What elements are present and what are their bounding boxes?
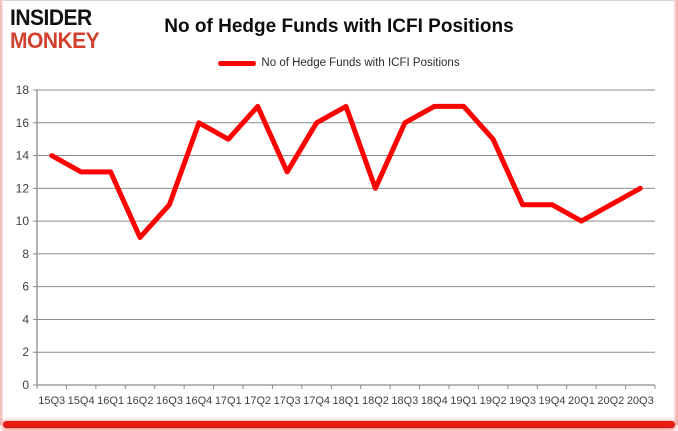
svg-text:19Q1: 19Q1 [450, 395, 477, 407]
svg-text:17Q1: 17Q1 [215, 395, 242, 407]
chart-title: No of Hedge Funds with ICFI Positions [164, 16, 514, 37]
svg-text:20Q1: 20Q1 [568, 395, 595, 407]
svg-text:17Q4: 17Q4 [303, 395, 330, 407]
logo-text-monkey: MONKEY [10, 29, 100, 54]
svg-text:15Q4: 15Q4 [68, 395, 95, 407]
logo-text-insider: INSIDER [10, 5, 92, 31]
bottom-red-glow-bar [3, 421, 675, 428]
svg-text:6: 6 [22, 280, 29, 294]
gridlines [37, 89, 655, 353]
svg-text:18Q2: 18Q2 [362, 395, 389, 407]
svg-text:18Q3: 18Q3 [391, 395, 418, 407]
svg-text:12: 12 [16, 181, 30, 195]
svg-text:16: 16 [16, 116, 30, 130]
legend-label: No of Hedge Funds with ICFI Positions [261, 57, 460, 69]
svg-text:18Q4: 18Q4 [421, 395, 448, 407]
svg-text:8: 8 [22, 247, 29, 261]
svg-text:2: 2 [22, 345, 29, 359]
axes [33, 89, 656, 389]
svg-text:19Q4: 19Q4 [539, 395, 566, 407]
svg-text:4: 4 [22, 312, 29, 326]
svg-text:16Q1: 16Q1 [97, 395, 124, 407]
svg-text:16Q4: 16Q4 [185, 395, 212, 407]
svg-text:14: 14 [16, 149, 30, 163]
svg-text:0: 0 [22, 378, 29, 392]
svg-text:18Q1: 18Q1 [333, 395, 360, 407]
svg-text:18: 18 [16, 83, 30, 97]
legend-line-swatch [218, 60, 257, 66]
x-axis-category-labels: 15Q3 15Q4 16Q1 16Q2 16Q3 16Q4 17Q1 17Q2 17Q3 17Q4… [38, 395, 653, 407]
svg-text:20Q2: 20Q2 [597, 395, 624, 407]
y-axis-tick-labels: 0 2 4 6 8 10 12 14 16 18 [16, 83, 30, 392]
top-border-line [0, 0, 678, 1]
svg-text:19Q3: 19Q3 [509, 395, 536, 407]
series-line-hedge-funds [49, 103, 643, 240]
legend: No of Hedge Funds with ICFI Positions [0, 57, 678, 69]
svg-text:20Q3: 20Q3 [627, 395, 654, 407]
svg-text:16Q2: 16Q2 [127, 395, 154, 407]
left-border-line [0, 0, 3, 425]
svg-text:15Q3: 15Q3 [38, 395, 65, 407]
svg-text:19Q2: 19Q2 [480, 395, 507, 407]
svg-text:16Q3: 16Q3 [156, 395, 183, 407]
svg-text:17Q2: 17Q2 [244, 395, 271, 407]
insider-monkey-logo: INSIDER MONKEY [10, 5, 100, 54]
right-border-line [674, 0, 678, 425]
svg-text:17Q3: 17Q3 [274, 395, 301, 407]
svg-text:10: 10 [16, 214, 30, 228]
